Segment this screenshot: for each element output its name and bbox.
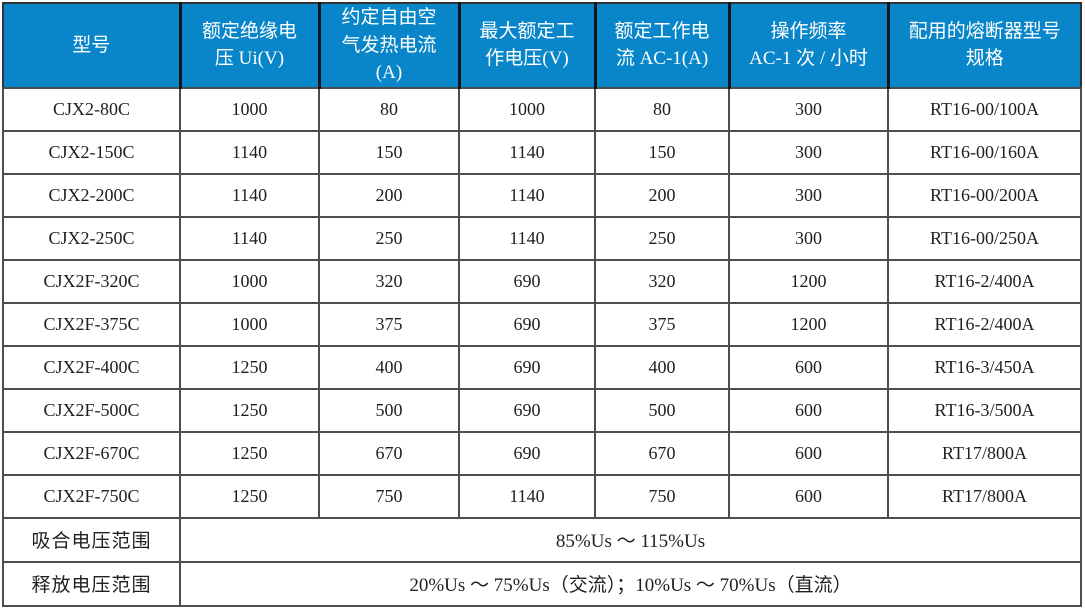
column-header-conventional-thermal-current: 约定自由空 气发热电流 (A)	[317, 3, 459, 89]
footer-label-cell: 吸合电压范围	[2, 516, 181, 563]
value-cell: 200	[318, 172, 460, 218]
value-cell: 750	[594, 473, 730, 519]
table-row: CJX2-150C 1140 150 1140 150 300 RT16-00/…	[2, 129, 1082, 175]
value-cell: 1140	[458, 129, 596, 175]
value-cell: 320	[318, 258, 460, 304]
column-header-max-working-voltage: 最大额定工 作电压(V)	[457, 3, 595, 89]
value-cell: 600	[728, 344, 889, 390]
footer-label-cell: 释放电压范围	[2, 560, 181, 607]
value-cell: 690	[458, 430, 596, 476]
model-cell: CJX2F-750C	[2, 473, 181, 519]
value-cell: 1140	[458, 473, 596, 519]
value-cell: 500	[594, 387, 730, 433]
value-cell: 300	[728, 172, 889, 218]
model-cell: CJX2F-500C	[2, 387, 181, 433]
value-cell: 1140	[179, 172, 320, 218]
table-row: CJX2-80C 1000 80 1000 80 300 RT16-00/100…	[2, 86, 1082, 132]
model-cell: CJX2-250C	[2, 215, 181, 261]
value-cell: 600	[728, 387, 889, 433]
value-cell: 200	[594, 172, 730, 218]
value-cell: 150	[594, 129, 730, 175]
value-cell: 1200	[728, 301, 889, 347]
table-row: CJX2F-400C 1250 400 690 400 600 RT16-3/4…	[2, 344, 1082, 390]
value-cell: 1250	[179, 473, 320, 519]
footer-value-cell: 20%Us ～ 75%Us（交流）；10%Us ～ 70%Us（直流）	[179, 560, 1082, 607]
value-cell: 400	[594, 344, 730, 390]
table-row: CJX2F-500C 1250 500 690 500 600 RT16-3/5…	[2, 387, 1082, 433]
value-cell: RT16-2/400A	[887, 258, 1082, 304]
value-cell: 400	[318, 344, 460, 390]
release-voltage-row: 释放电压范围 20%Us ～ 75%Us（交流）；10%Us ～ 70%Us（直…	[2, 560, 1082, 607]
value-cell: RT17/800A	[887, 430, 1082, 476]
value-cell: 80	[594, 86, 730, 132]
column-header-rated-working-current: 额定工作电 流 AC-1(A)	[593, 3, 729, 89]
pickup-voltage-row: 吸合电压范围 85%Us ～ 115%Us	[2, 516, 1082, 563]
value-cell: 1250	[179, 387, 320, 433]
header-row: 型号 额定绝缘电 压 Ui(V) 约定自由空 气发热电流 (A) 最大额定工 作…	[3, 3, 1081, 89]
value-cell: 300	[728, 215, 889, 261]
model-cell: CJX2-200C	[2, 172, 181, 218]
model-cell: CJX2-80C	[2, 86, 181, 132]
table-body: CJX2-80C 1000 80 1000 80 300 RT16-00/100…	[2, 86, 1082, 607]
value-cell: RT16-2/400A	[887, 301, 1082, 347]
model-cell: CJX2F-670C	[2, 430, 181, 476]
value-cell: 1000	[179, 301, 320, 347]
value-cell: 375	[594, 301, 730, 347]
value-cell: 300	[728, 86, 889, 132]
value-cell: 690	[458, 258, 596, 304]
value-cell: 300	[728, 129, 889, 175]
value-cell: 250	[594, 215, 730, 261]
value-cell: 690	[458, 344, 596, 390]
model-cell: CJX2F-320C	[2, 258, 181, 304]
table-row: CJX2F-750C 1250 750 1140 750 600 RT17/80…	[2, 473, 1082, 519]
value-cell: RT16-00/160A	[887, 129, 1082, 175]
value-cell: 320	[594, 258, 730, 304]
value-cell: 1140	[179, 215, 320, 261]
value-cell: 1140	[179, 129, 320, 175]
value-cell: 1140	[458, 215, 596, 261]
value-cell: RT16-00/250A	[887, 215, 1082, 261]
value-cell: 600	[728, 430, 889, 476]
model-cell: CJX2F-375C	[2, 301, 181, 347]
value-cell: 375	[318, 301, 460, 347]
value-cell: 600	[728, 473, 889, 519]
value-cell: 1250	[179, 344, 320, 390]
table-row: CJX2F-375C 1000 375 690 375 1200 RT16-2/…	[2, 301, 1082, 347]
model-cell: CJX2-150C	[2, 129, 181, 175]
value-cell: RT16-00/200A	[887, 172, 1082, 218]
value-cell: 750	[318, 473, 460, 519]
table-header: 型号 额定绝缘电 压 Ui(V) 约定自由空 气发热电流 (A) 最大额定工 作…	[3, 3, 1081, 89]
table-row: CJX2-200C 1140 200 1140 200 300 RT16-00/…	[2, 172, 1082, 218]
value-cell: 690	[458, 387, 596, 433]
value-cell: 150	[318, 129, 460, 175]
value-cell: RT17/800A	[887, 473, 1082, 519]
value-cell: 1140	[458, 172, 596, 218]
value-cell: 1000	[179, 258, 320, 304]
value-cell: RT16-3/450A	[887, 344, 1082, 390]
model-cell: CJX2F-400C	[2, 344, 181, 390]
footer-value-cell: 85%Us ～ 115%Us	[179, 516, 1082, 563]
column-header-fuse-spec: 配用的熔断器型号 规格	[886, 3, 1081, 89]
table-row: CJX2-250C 1140 250 1140 250 300 RT16-00/…	[2, 215, 1082, 261]
column-header-operating-frequency: 操作频率 AC-1 次 / 小时	[727, 3, 888, 89]
value-cell: 500	[318, 387, 460, 433]
value-cell: 670	[594, 430, 730, 476]
value-cell: 80	[318, 86, 460, 132]
value-cell: 1000	[179, 86, 320, 132]
value-cell: 1250	[179, 430, 320, 476]
value-cell: 670	[318, 430, 460, 476]
value-cell: RT16-3/500A	[887, 387, 1082, 433]
value-cell: RT16-00/100A	[887, 86, 1082, 132]
column-header-model: 型号	[3, 3, 180, 89]
value-cell: 1000	[458, 86, 596, 132]
value-cell: 690	[458, 301, 596, 347]
value-cell: 1200	[728, 258, 889, 304]
column-header-rated-insulation-voltage: 额定绝缘电 压 Ui(V)	[178, 3, 319, 89]
table-row: CJX2F-320C 1000 320 690 320 1200 RT16-2/…	[2, 258, 1082, 304]
value-cell: 250	[318, 215, 460, 261]
table-row: CJX2F-670C 1250 670 690 670 600 RT17/800…	[2, 430, 1082, 476]
